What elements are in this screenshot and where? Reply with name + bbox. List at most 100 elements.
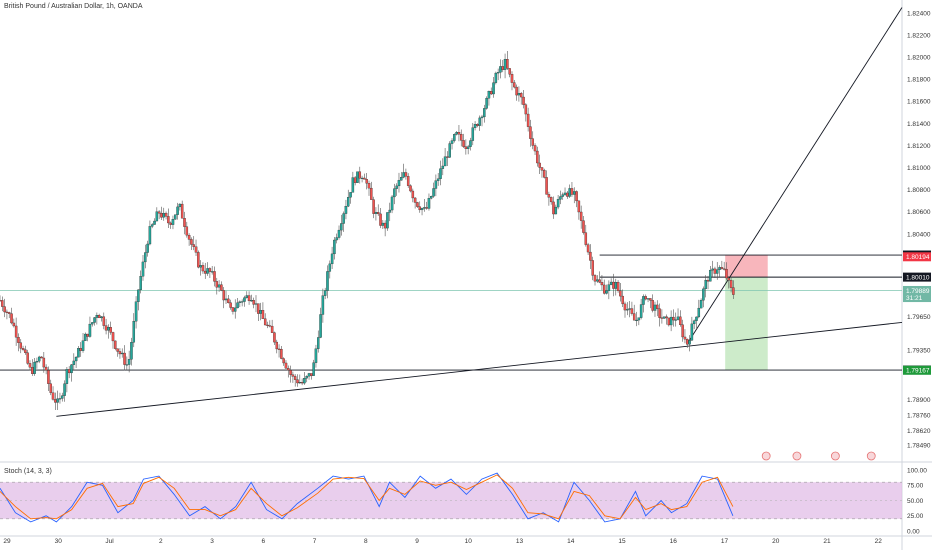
candle-body	[543, 170, 546, 178]
candle	[238, 300, 242, 308]
candle	[702, 286, 705, 308]
candle-body	[5, 311, 9, 313]
candle	[632, 304, 636, 321]
candle-body	[310, 373, 313, 376]
candle	[118, 348, 122, 359]
candle-body	[418, 206, 421, 211]
candle-body	[28, 363, 32, 368]
candle-body	[86, 333, 89, 337]
price-tick-label: 1.81600	[907, 99, 931, 106]
economic-event-icon	[792, 451, 802, 461]
price-tick-label: 1.78620	[907, 428, 931, 435]
candle-body	[17, 337, 20, 343]
candle-body	[229, 302, 232, 308]
candle	[704, 275, 707, 298]
candle	[204, 262, 207, 279]
candle-body	[448, 143, 451, 158]
candle	[367, 180, 371, 196]
candle-body	[222, 290, 225, 301]
candle	[261, 302, 265, 319]
candle-body	[605, 290, 608, 294]
candle-body	[215, 281, 219, 288]
time-tick-label: 8	[364, 538, 368, 545]
candle-body	[21, 348, 25, 350]
candle	[247, 291, 251, 305]
candle-body	[95, 315, 99, 318]
candle	[56, 390, 59, 411]
economic-event-icon	[761, 451, 771, 461]
price-tick-label: 1.82200	[907, 32, 931, 39]
candle	[169, 221, 172, 229]
candle	[42, 351, 46, 373]
candle-body	[270, 325, 274, 333]
candle	[547, 191, 551, 206]
candle	[0, 295, 2, 302]
candle-body	[206, 268, 209, 274]
candle-body	[651, 300, 654, 311]
candle	[441, 158, 445, 176]
price-tag-label: 31:21	[906, 295, 923, 302]
candle-body	[319, 314, 322, 338]
time-tick-label: Jul	[105, 538, 114, 545]
candle-body	[240, 301, 244, 303]
candle	[127, 350, 131, 373]
candle-body	[289, 370, 292, 375]
candle	[432, 182, 435, 198]
candle	[323, 287, 327, 300]
candle-body	[70, 364, 73, 374]
candle-body	[635, 319, 638, 322]
candle-body	[713, 268, 717, 274]
candle	[298, 374, 302, 384]
candle	[436, 173, 440, 186]
candle	[591, 256, 594, 281]
candle-body	[725, 269, 728, 279]
candle	[566, 191, 569, 199]
candle	[97, 313, 101, 319]
price-tag	[903, 272, 931, 282]
candle	[240, 299, 244, 307]
candle	[245, 291, 249, 299]
candle	[284, 360, 288, 370]
candle	[400, 171, 403, 181]
stoch-tick-label: 100.00	[907, 467, 927, 474]
candle-body	[577, 200, 581, 213]
candle	[47, 366, 50, 392]
candle	[111, 331, 115, 349]
candle	[522, 89, 525, 109]
candle-body	[711, 268, 714, 271]
candle-body	[111, 332, 115, 342]
candle	[33, 357, 36, 376]
candle-body	[409, 185, 412, 192]
candle	[434, 174, 438, 197]
candle-body	[434, 180, 438, 189]
candle-body	[81, 340, 85, 351]
candle	[573, 187, 576, 204]
candle	[409, 184, 412, 193]
candle	[24, 345, 27, 355]
candle	[427, 193, 431, 211]
candle-body	[130, 342, 133, 360]
candle-body	[298, 382, 302, 384]
candle-body	[250, 300, 253, 302]
candle	[443, 148, 447, 167]
candle	[328, 260, 332, 279]
candle	[178, 203, 182, 211]
candle	[644, 294, 648, 301]
candle-body	[335, 237, 338, 241]
candle-body	[259, 310, 262, 314]
candle	[473, 121, 477, 131]
candle-body	[533, 145, 537, 152]
time-tick-label: 20	[772, 538, 780, 545]
candle-body	[337, 229, 341, 238]
candle-body	[621, 295, 624, 305]
candle-body	[469, 140, 472, 147]
candle	[95, 312, 99, 325]
candle-body	[623, 303, 627, 311]
time-tick-label: 29	[3, 538, 11, 545]
candle-body	[538, 162, 541, 168]
price-tag	[903, 293, 931, 303]
candle	[79, 342, 82, 357]
candle-body	[61, 395, 64, 399]
candle	[515, 84, 518, 101]
